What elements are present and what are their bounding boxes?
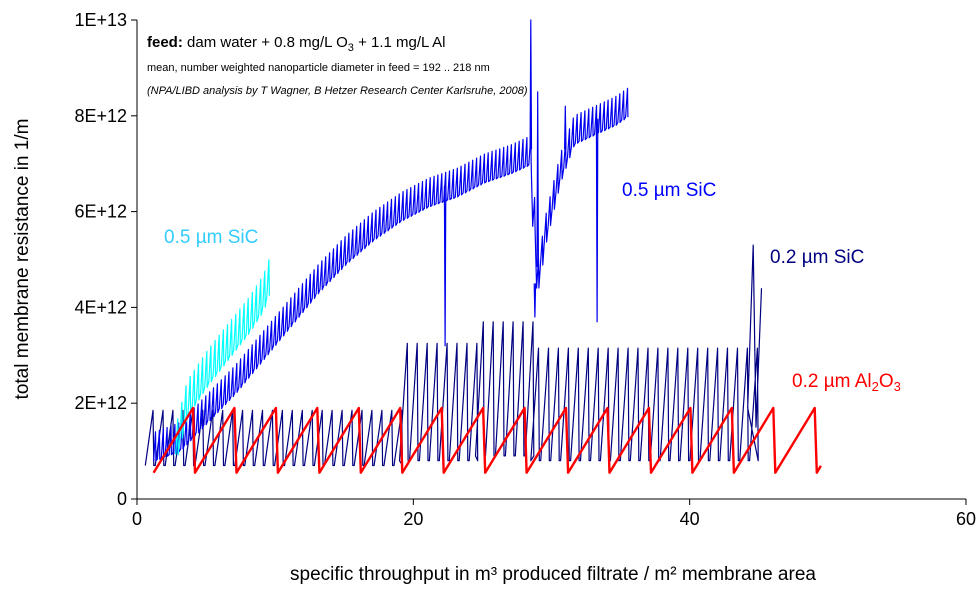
al2o3-label-sub1: 2 <box>872 379 879 394</box>
y-axis-title: total membrane resistance in 1/m <box>12 119 33 400</box>
x-tick-label: 20 <box>403 509 423 529</box>
al2o3-label-main: 0.2 µm Al <box>792 371 872 392</box>
series-spike-sic-05-blue <box>529 19 533 150</box>
y-tick-label: 2E+12 <box>74 393 127 413</box>
annotation-feed-sub: 3 <box>348 42 354 54</box>
x-tick-label: 40 <box>680 509 700 529</box>
series-spike-sic-05-blue <box>536 91 539 268</box>
annotation-feed: feed: dam water + 0.8 mg/L O3 + 1.1 mg/L… <box>147 34 446 54</box>
y-tick-label: 6E+12 <box>74 202 127 222</box>
series-label-sic-02: 0.2 µm SiC <box>770 247 864 268</box>
series-spike-sic-05-blue <box>595 118 599 323</box>
al2o3-label-sub2: 3 <box>894 379 901 394</box>
series-spike-sic-05-blue <box>533 283 537 318</box>
series-spike-sic-05-blue <box>443 186 447 347</box>
x-tick-label: 60 <box>956 509 976 529</box>
plot-area <box>144 19 822 474</box>
series-label-sic-05-blue: 0.5 µm SiC <box>622 180 716 201</box>
y-tick-label: 8E+12 <box>74 106 127 126</box>
annotation-feed-text-b: + 1.1 mg/L Al <box>354 34 446 51</box>
x-tick-label: 0 <box>132 509 142 529</box>
series-line-sic-05-blue <box>153 87 629 462</box>
x-axis-title: specific throughput in m³ produced filtr… <box>290 564 816 585</box>
axes <box>136 20 966 500</box>
series-line-al2o3 <box>152 406 822 474</box>
series-spike-sic-05-blue <box>564 105 567 150</box>
series-label-sic-05-cyan: 0.5 µm SiC <box>164 227 258 248</box>
y-tick-label: 1E+13 <box>74 10 127 30</box>
annotation-feed-text-a: dam water + 0.8 mg/L O <box>183 34 348 51</box>
al2o3-label-mid: O <box>879 371 894 392</box>
annotation-line3: (NPA/LIBD analysis by T Wagner, B Hetzer… <box>147 85 528 97</box>
annotation-line2: mean, number weighted nanoparticle diame… <box>147 62 490 74</box>
y-tick-label: 0 <box>117 489 127 509</box>
y-tick-label: 4E+12 <box>74 297 127 317</box>
annotation-feed-bold: feed: <box>147 34 183 51</box>
ticks: 0 20 40 60 0 2E+12 4E+12 6E+12 8E+12 1E+13 <box>74 10 976 529</box>
series-label-al2o3: 0.2 µm Al2O3 <box>792 371 901 394</box>
series-line-sic-02 <box>144 244 763 467</box>
